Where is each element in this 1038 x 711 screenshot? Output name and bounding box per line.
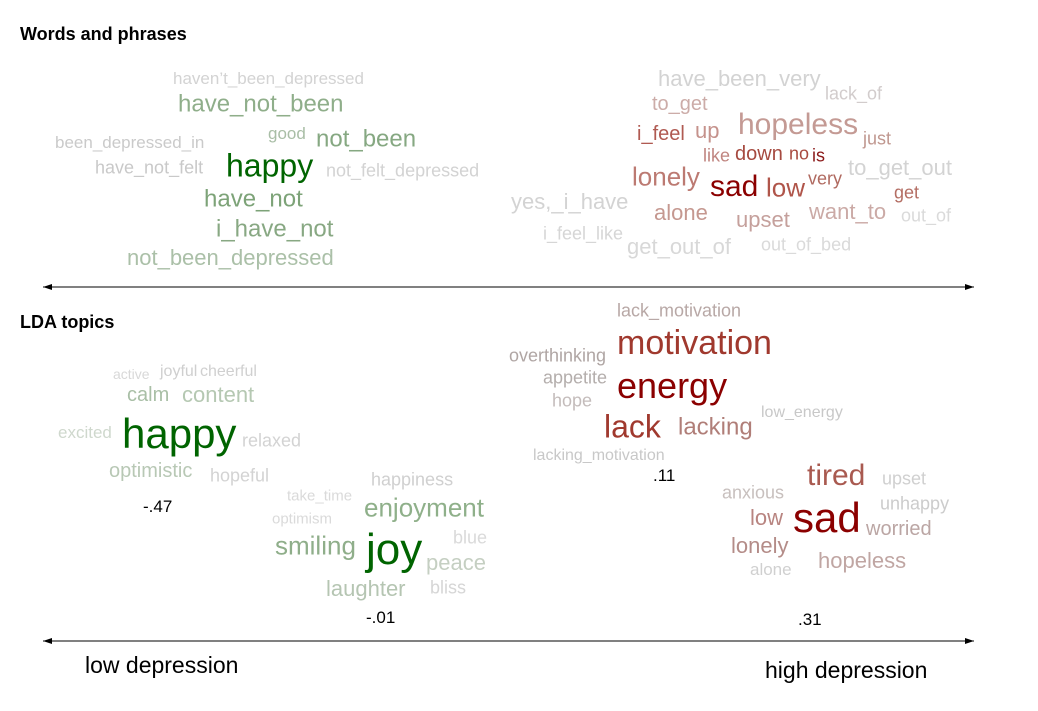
cloud-word: get_out_of xyxy=(627,234,732,259)
lda-topic-clouds: -.47 active joyful cheerful calm content excit… xyxy=(58,300,949,629)
cloud-word: have_not_been xyxy=(178,91,344,118)
cloud-word: happiness xyxy=(371,469,453,489)
cloud-word: i_feel_like xyxy=(543,223,623,244)
cloud-word: worried xyxy=(865,518,932,540)
cloud-word: upset xyxy=(736,207,790,232)
cloud-word: hopeless xyxy=(738,108,858,141)
cloud-word: content xyxy=(182,382,254,407)
cloud-word: excited xyxy=(58,423,112,442)
cloud-word: optimistic xyxy=(109,460,192,482)
lda-topics-cluster: -.01 take_time happiness optimism enjoyment s… xyxy=(272,469,487,627)
topic-score-label: .11 xyxy=(653,466,675,485)
cloud-word: not_been xyxy=(316,126,416,153)
cloud-word: alone xyxy=(750,560,792,579)
cloud-word: to_get_out xyxy=(848,155,952,180)
cloud-word: tired xyxy=(807,459,865,492)
cloud-word: like xyxy=(703,145,730,165)
cloud-word: sad xyxy=(710,170,758,203)
cloud-word: appetite xyxy=(543,367,607,387)
cloud-word: not_been_depressed xyxy=(127,245,334,270)
cloud-word: get xyxy=(894,182,919,202)
cloud-word: take_time xyxy=(287,487,352,504)
cloud-word: have_not_felt xyxy=(95,157,203,178)
cloud-word: low_energy xyxy=(761,404,843,421)
cloud-word: lack xyxy=(604,409,662,445)
cloud-word: unhappy xyxy=(880,493,949,513)
cloud-word: have_not xyxy=(204,186,303,213)
cloud-word: motivation xyxy=(617,324,772,362)
cloud-word: to_get xyxy=(652,93,708,115)
cloud-word: hopeful xyxy=(210,465,269,485)
cloud-word: calm xyxy=(127,384,169,406)
cloud-word: blue xyxy=(453,527,487,547)
cloud-word: down xyxy=(735,143,783,165)
cloud-word: optimism xyxy=(272,510,332,527)
cloud-word: alone xyxy=(654,200,708,225)
words-and-phrases-clouds: haven’t_been_depressed have_not_been not_b… xyxy=(55,66,952,270)
words-and-phrases-cluster: haven’t_been_depressed have_not_been not_b… xyxy=(55,69,479,270)
cloud-word: hope xyxy=(552,390,592,410)
cloud-word: anxious xyxy=(722,482,784,502)
cloud-word: i_have_not xyxy=(216,216,334,243)
cloud-word: no xyxy=(789,143,809,163)
topic-score-label: .31 xyxy=(798,610,822,629)
cloud-word: peace xyxy=(426,550,486,575)
cloud-word: lonely xyxy=(632,161,700,191)
cloud-word: smiling xyxy=(275,530,356,560)
cloud-word: hopeless xyxy=(818,548,906,573)
cloud-word: active xyxy=(113,366,150,382)
cloud-word: low xyxy=(750,505,783,530)
lda-topics-cluster: -.47 active joyful cheerful calm content excit… xyxy=(58,363,301,516)
words-and-phrases-heading: Words and phrases xyxy=(20,24,187,44)
cloud-word: lacking xyxy=(678,414,753,441)
high-depression-label: high depression xyxy=(765,657,927,683)
cloud-word: out_of xyxy=(901,205,952,226)
low-depression-label: low depression xyxy=(85,652,238,678)
cloud-word: relaxed xyxy=(242,430,301,450)
cloud-word: lack_of xyxy=(825,83,883,104)
cloud-word: yes,_i_have xyxy=(511,189,628,214)
cloud-word: lonely xyxy=(731,533,788,558)
lda-topics-cluster: .31 anxious tired upset unhappy low sad worried… xyxy=(722,459,949,629)
cloud-word: have_been_very xyxy=(658,66,821,91)
cloud-word: enjoyment xyxy=(364,492,485,522)
cloud-word: been_depressed_in xyxy=(55,133,204,152)
cloud-word: overthinking xyxy=(509,345,606,365)
cloud-word: joy xyxy=(364,525,422,574)
cloud-word: upset xyxy=(882,468,926,488)
cloud-word: out_of_bed xyxy=(761,234,851,255)
cloud-word: laughter xyxy=(326,576,406,601)
cloud-word: low xyxy=(766,172,805,202)
lda-topics-cluster: .11 lack_motivation overthinking motivation… xyxy=(509,300,843,485)
cloud-word: cheerful xyxy=(200,363,257,380)
topic-score-label: -.47 xyxy=(143,497,172,516)
cloud-word: happy xyxy=(122,410,236,457)
cloud-word: joyful xyxy=(159,363,197,380)
cloud-word: very xyxy=(808,168,842,188)
cloud-word: is xyxy=(812,145,825,165)
cloud-word: sad xyxy=(793,494,861,541)
topic-score-label: -.01 xyxy=(366,608,395,627)
cloud-word: lack_motivation xyxy=(617,300,741,321)
lda-topics-heading: LDA topics xyxy=(20,312,114,332)
cloud-word: energy xyxy=(617,365,727,406)
cloud-word: happy xyxy=(226,148,313,184)
cloud-word: lacking_motivation xyxy=(533,447,665,464)
cloud-word: not_felt_depressed xyxy=(326,160,479,181)
cloud-word: i_feel xyxy=(637,123,685,145)
cloud-word: want_to xyxy=(808,199,886,224)
cloud-word: bliss xyxy=(430,577,466,597)
cloud-word: good xyxy=(268,124,306,143)
cloud-word: just xyxy=(862,128,891,148)
cloud-word: up xyxy=(695,118,719,143)
cloud-word: haven’t_been_depressed xyxy=(173,69,364,88)
